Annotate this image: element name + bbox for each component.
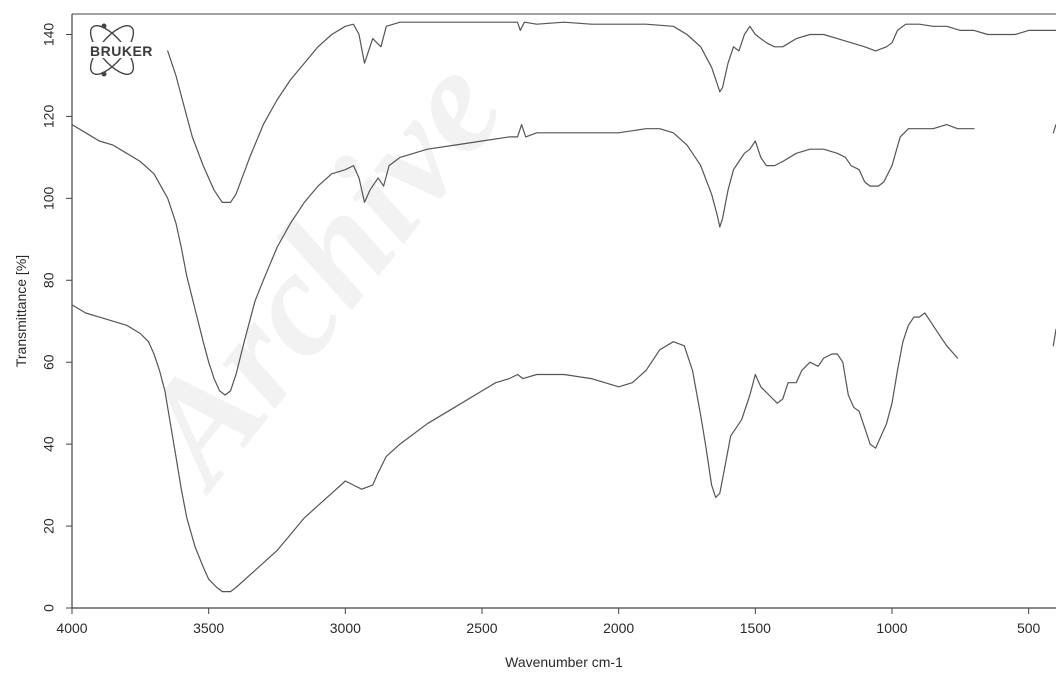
logo-text: BRUKER xyxy=(90,43,153,59)
x-tick-label: 3000 xyxy=(330,620,361,636)
x-tick-label: 4000 xyxy=(56,620,87,636)
y-tick-label: 100 xyxy=(41,186,57,210)
x-tick-label: 500 xyxy=(1017,620,1041,636)
y-tick-label: 60 xyxy=(41,354,57,370)
y-tick-label: 20 xyxy=(41,518,57,534)
x-tick-label: 2000 xyxy=(603,620,634,636)
y-axis-ticks: 0 20 40 60 80 100 120 140 xyxy=(41,23,72,612)
logo-dot-top xyxy=(101,23,107,29)
x-axis-title: Wavenumber cm-1 xyxy=(505,654,623,670)
x-axis-ticks: 4000 3500 3000 2500 2000 1500 1000 500 xyxy=(56,608,1041,636)
y-tick-label: 120 xyxy=(41,105,57,129)
y-tick-label: 40 xyxy=(41,436,57,452)
logo-text-bg xyxy=(88,42,160,58)
spectrum-line-2 xyxy=(71,123,975,396)
x-tick-label: 1500 xyxy=(740,620,771,636)
bruker-logo: BRUKER xyxy=(88,23,160,77)
watermark-text: Archive xyxy=(102,28,535,517)
y-tick-label: 140 xyxy=(41,23,57,47)
x-tick-label: 2500 xyxy=(466,620,497,636)
spectrum-line-3 xyxy=(71,304,959,593)
x-tick-label: 3500 xyxy=(193,620,224,636)
y-axis-title: Transmittance [%] xyxy=(13,255,29,367)
spectrum-line-1 xyxy=(167,21,1056,203)
logo-dot-bottom xyxy=(101,71,107,77)
x-tick-label: 1000 xyxy=(876,620,907,636)
y-tick-label: 0 xyxy=(41,604,57,612)
y-tick-label: 80 xyxy=(41,272,57,288)
